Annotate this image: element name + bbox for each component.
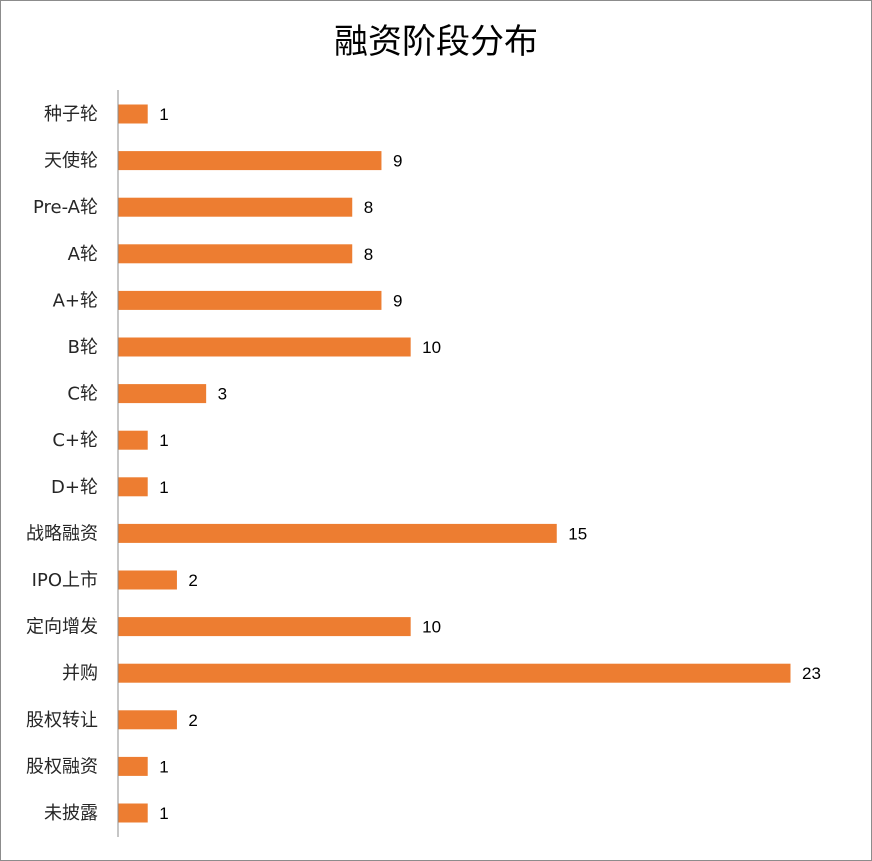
value-label-11: 10 (422, 618, 441, 637)
category-label-7: C+轮 (52, 430, 98, 451)
value-label-7: 1 (159, 431, 168, 450)
category-label-12: 并购 (62, 663, 98, 684)
bar-9 (118, 523, 557, 543)
bar-6 (118, 384, 207, 404)
bar-14 (118, 756, 148, 776)
category-label-15: 未披露 (44, 803, 98, 824)
value-labels-group: 1 9 8 8 9 10 3 1 1 15 2 10 23 2 1 1 (159, 105, 821, 823)
bar-8 (118, 477, 148, 497)
value-label-0: 1 (159, 105, 168, 124)
category-label-13: 股权转让 (26, 710, 98, 731)
bar-5 (118, 337, 411, 357)
value-label-3: 8 (364, 245, 373, 264)
value-label-9: 15 (568, 524, 587, 543)
value-label-4: 9 (393, 291, 402, 310)
value-label-8: 1 (159, 478, 168, 497)
bar-10 (118, 570, 177, 590)
category-label-5: B轮 (68, 337, 98, 358)
bar-11 (118, 617, 411, 637)
category-label-2: Pre-A轮 (33, 197, 98, 218)
value-label-6: 3 (218, 385, 227, 404)
category-label-4: A+轮 (53, 290, 98, 311)
bar-7 (118, 430, 148, 450)
bar-3 (118, 244, 353, 264)
value-label-10: 2 (188, 571, 197, 590)
bar-15 (118, 803, 148, 823)
value-label-5: 10 (422, 338, 441, 357)
category-label-14: 股权融资 (26, 756, 98, 777)
bar-2 (118, 197, 353, 217)
category-label-1: 天使轮 (44, 151, 98, 172)
value-label-13: 2 (188, 711, 197, 730)
category-label-9: 战略融资 (26, 523, 98, 544)
value-label-14: 1 (159, 757, 168, 776)
bars-group (118, 104, 791, 823)
bar-0 (118, 104, 148, 124)
value-label-15: 1 (159, 804, 168, 823)
category-label-10: IPO上市 (32, 570, 98, 591)
category-label-11: 定向增发 (26, 617, 98, 638)
value-label-1: 9 (393, 152, 402, 171)
category-label-6: C轮 (67, 384, 98, 405)
bar-4 (118, 290, 382, 310)
bar-13 (118, 710, 177, 730)
category-label-0: 种子轮 (44, 104, 98, 125)
category-label-8: D+轮 (51, 477, 98, 498)
bar-1 (118, 151, 382, 171)
chart-title: 融资阶段分布 (334, 22, 538, 62)
value-label-12: 23 (802, 664, 821, 683)
category-label-3: A轮 (68, 244, 98, 265)
value-label-2: 8 (364, 198, 373, 217)
bar-12 (118, 663, 791, 683)
